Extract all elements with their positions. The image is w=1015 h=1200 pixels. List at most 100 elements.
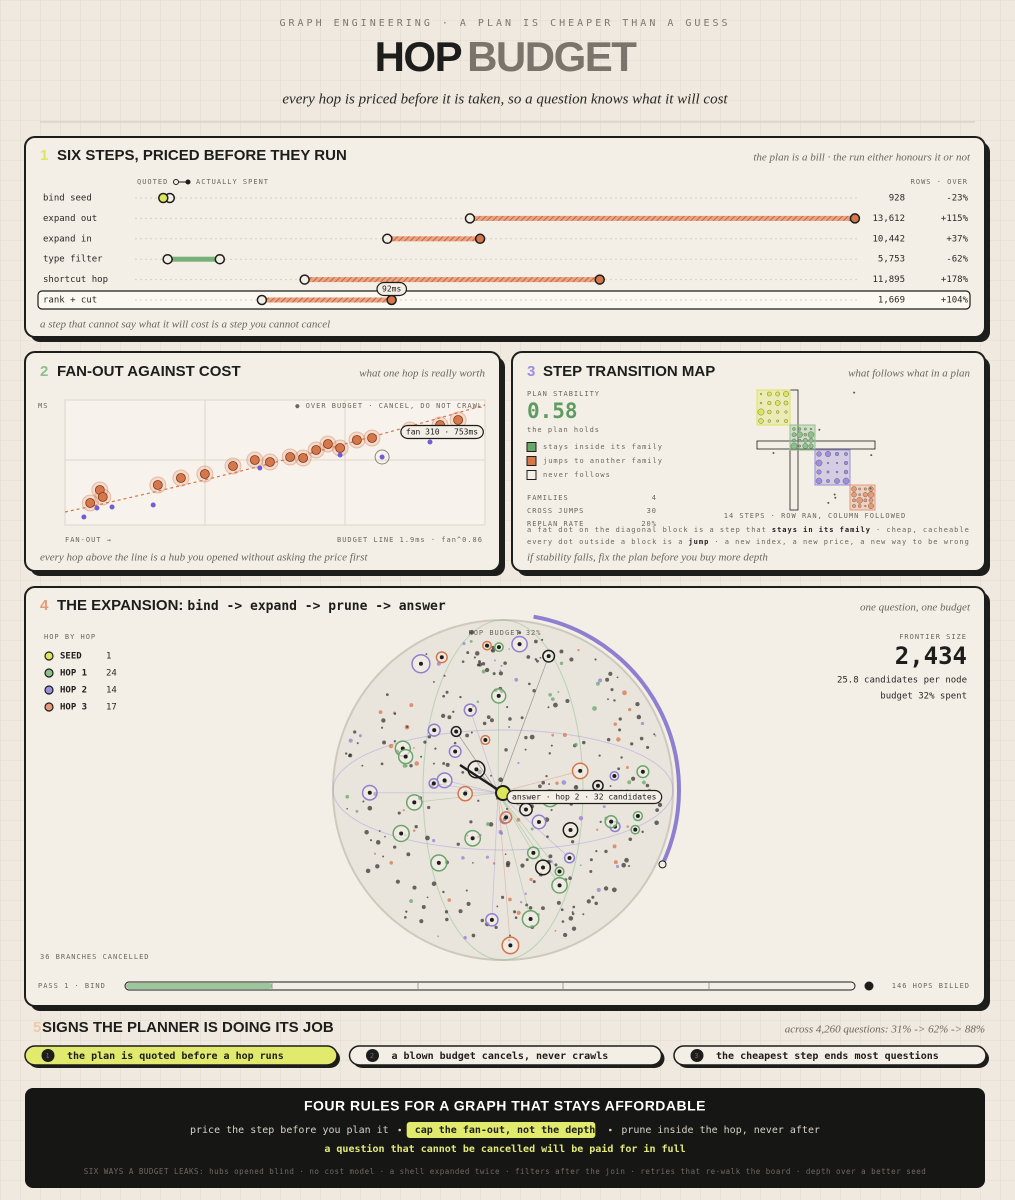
graph-node: [560, 908, 564, 912]
hops-billed: 146 HOPS BILLED: [892, 982, 970, 990]
graph-node: [520, 716, 524, 720]
frontier-label: FRONTIER SIZE: [899, 633, 967, 641]
candidate-core: [489, 917, 494, 922]
graph-node: [348, 738, 353, 743]
graph-node: [508, 934, 511, 937]
graph-node: [615, 864, 620, 868]
over-budget-point: [367, 433, 377, 443]
graph-node: [561, 780, 567, 785]
graph-node: [421, 905, 426, 910]
jump-dot: [853, 391, 856, 394]
graph-node: [484, 667, 490, 673]
graph-node: [492, 672, 496, 676]
graph-node: [441, 713, 446, 718]
candidate-core: [508, 943, 513, 948]
graph-node: [369, 839, 373, 842]
transition-dot: [856, 497, 863, 504]
candidate-core: [483, 737, 488, 742]
transition-dot: [767, 409, 772, 415]
graph-node: [592, 706, 597, 711]
graph-node: [406, 725, 409, 729]
graph-node: [599, 820, 602, 823]
under-budget-point: [94, 505, 100, 511]
graph-node: [406, 852, 411, 857]
row-count: 1,669: [878, 296, 905, 306]
transition-dot: [851, 486, 857, 492]
legend-label: never follows: [543, 471, 611, 479]
candidate-core: [399, 831, 404, 836]
candidate-core: [453, 749, 458, 754]
pill-number-badge: [41, 1049, 55, 1062]
graph-node: [477, 799, 480, 802]
graph-node: [461, 660, 465, 663]
graph-node: [362, 800, 365, 803]
over-budget-point: [176, 473, 186, 483]
graph-node: [447, 715, 452, 720]
graph-node: [409, 899, 414, 903]
rule-separator: [398, 1128, 401, 1132]
graph-node: [462, 642, 466, 646]
overrun: +37%: [946, 234, 968, 244]
jump-dot: [834, 496, 837, 499]
graph-node: [499, 831, 503, 835]
rule-highlight: [406, 1122, 596, 1138]
transition-dot: [868, 498, 874, 503]
candidate-core: [557, 869, 562, 874]
graph-node: [603, 886, 609, 891]
graph-node: [405, 910, 408, 913]
x-axis-label: FAN-OUT →: [65, 536, 112, 544]
graph-node: [594, 658, 597, 661]
graph-node: [466, 901, 471, 906]
budget-spent: budget 32% spent: [880, 692, 967, 702]
spent-tag-box: [376, 281, 408, 297]
graph-node: [476, 700, 480, 704]
graph-node: [559, 649, 564, 654]
budget-line-label: BUDGET LINE 1.9ms · fan^0.86: [337, 536, 483, 544]
legend-spent-icon: [185, 179, 191, 185]
answer-edge: [459, 763, 504, 795]
graph-node: [486, 715, 491, 720]
row-count: 11,895: [872, 275, 905, 285]
graph-node: [425, 653, 428, 655]
graph-edge: [497, 792, 560, 872]
under-budget-point: [337, 452, 343, 458]
graph-node: [452, 710, 455, 713]
over-budget-point: [311, 445, 322, 455]
transition-dot: [825, 451, 831, 457]
pill-number: 3: [694, 1052, 699, 1060]
graph-node: [382, 855, 385, 858]
graph-node: [375, 840, 381, 845]
cost-gap: [261, 297, 392, 303]
legend-label: jumps to another family: [543, 457, 663, 465]
graph-node: [577, 648, 580, 652]
graph-node: [645, 783, 650, 788]
hop-label: HOP 2: [60, 686, 87, 696]
transition-dot: [835, 470, 839, 474]
transition-dot: [783, 391, 789, 397]
candidate-core: [412, 800, 417, 805]
candidate-core: [474, 767, 479, 772]
candidate-core: [468, 708, 473, 713]
over-budget-point: [228, 461, 238, 471]
frontier-size: 2,434: [895, 642, 967, 670]
graph-node: [445, 762, 450, 767]
graph-node: [553, 702, 558, 708]
graph-node: [624, 857, 629, 863]
graph-node: [568, 876, 572, 880]
title-dark: HOP: [375, 33, 462, 80]
hop-label: HOP 3: [60, 703, 87, 713]
transition-dot: [816, 451, 822, 457]
graph-node: [469, 639, 473, 643]
graph-node: [482, 721, 487, 726]
graph-node: [616, 676, 619, 679]
graph-node: [358, 734, 362, 738]
transition-dot: [757, 408, 765, 416]
graph-edge: [497, 792, 534, 854]
transition-dot: [776, 410, 780, 414]
graph-node: [442, 762, 446, 765]
graph-node: [508, 897, 512, 902]
overrun: +178%: [941, 275, 969, 285]
under-budget-point: [427, 439, 433, 445]
stability-label: PLAN STABILITY: [527, 390, 600, 398]
graph-node: [432, 839, 436, 843]
